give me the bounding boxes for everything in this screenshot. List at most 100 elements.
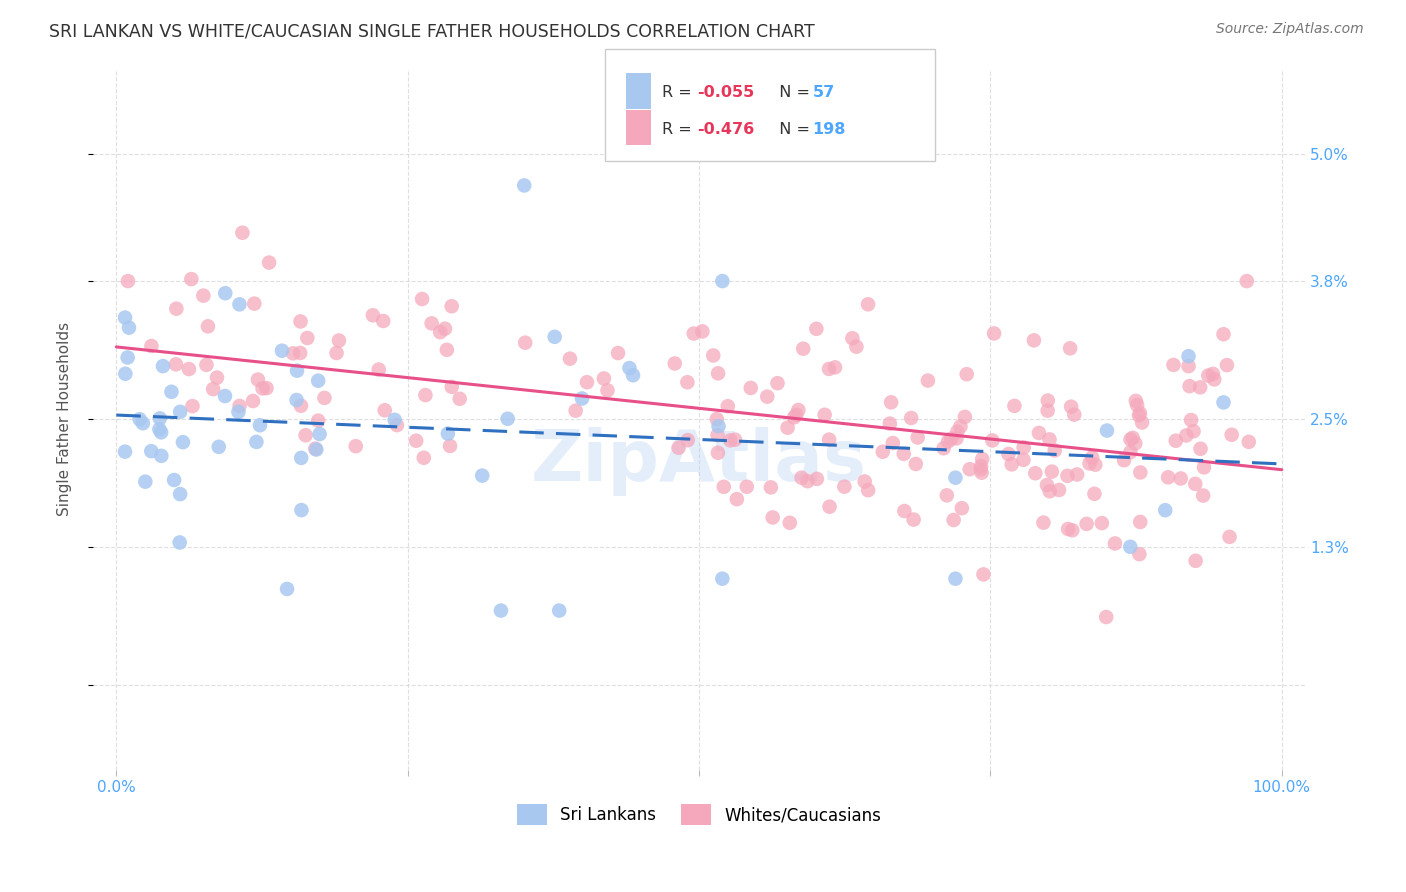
Point xyxy=(818,500,841,514)
Point xyxy=(150,449,173,463)
Point xyxy=(180,272,202,286)
Point xyxy=(197,319,219,334)
Point xyxy=(1212,327,1234,342)
Point xyxy=(177,362,200,376)
Point xyxy=(202,382,225,396)
Point xyxy=(1129,466,1152,480)
Point xyxy=(872,444,894,458)
Point xyxy=(706,412,728,426)
Point xyxy=(593,371,616,385)
Point xyxy=(228,297,250,311)
Point xyxy=(117,274,139,288)
Point xyxy=(471,468,494,483)
Point xyxy=(165,301,187,316)
Point xyxy=(893,447,915,461)
Point xyxy=(692,325,714,339)
Point xyxy=(941,432,963,446)
Point xyxy=(1036,403,1059,417)
Legend: Sri Lankans, Whites/Caucasians: Sri Lankans, Whites/Caucasians xyxy=(517,805,882,825)
Point xyxy=(208,440,231,454)
Text: SRI LANKAN VS WHITE/CAUCASIAN SINGLE FATHER HOUSEHOLDS CORRELATION CHART: SRI LANKAN VS WHITE/CAUCASIAN SINGLE FAT… xyxy=(49,22,815,40)
Point xyxy=(621,368,644,383)
Point xyxy=(1175,428,1198,442)
Point xyxy=(281,346,304,360)
Point xyxy=(756,390,779,404)
Point xyxy=(845,340,868,354)
Point xyxy=(169,487,191,501)
Point xyxy=(288,346,311,360)
Point xyxy=(1024,467,1046,481)
Text: N =: N = xyxy=(769,122,810,136)
Point xyxy=(762,510,785,524)
Point xyxy=(1081,450,1104,465)
Point xyxy=(285,392,308,407)
Point xyxy=(1036,478,1059,492)
Point xyxy=(1040,465,1063,479)
Point xyxy=(818,433,841,447)
Point xyxy=(1197,368,1219,383)
Point xyxy=(945,431,967,445)
Point xyxy=(792,342,814,356)
Point xyxy=(1078,457,1101,471)
Point xyxy=(785,408,807,422)
Point xyxy=(917,374,939,388)
Point xyxy=(1178,379,1201,393)
Point xyxy=(411,292,433,306)
Point xyxy=(1066,467,1088,482)
Point xyxy=(787,403,810,417)
Point xyxy=(307,374,329,388)
Point xyxy=(1182,424,1205,438)
Point xyxy=(132,416,155,430)
Point xyxy=(1216,358,1239,372)
Point xyxy=(932,442,955,456)
Point xyxy=(1125,393,1147,408)
Point xyxy=(880,395,903,409)
Point xyxy=(243,296,266,310)
Point xyxy=(114,444,136,458)
Point xyxy=(515,335,537,350)
Point xyxy=(290,399,312,413)
Point xyxy=(150,425,173,440)
Point xyxy=(373,314,395,328)
Point xyxy=(735,480,758,494)
Point xyxy=(806,322,828,336)
Point xyxy=(1038,433,1060,447)
Text: N =: N = xyxy=(769,86,810,100)
Point xyxy=(949,419,972,434)
Point xyxy=(412,450,434,465)
Point xyxy=(1083,487,1105,501)
Text: 198: 198 xyxy=(813,122,846,136)
Point xyxy=(367,362,389,376)
Point xyxy=(759,480,782,494)
Point xyxy=(297,331,319,345)
Point xyxy=(1236,274,1258,288)
Point xyxy=(433,321,456,335)
Point xyxy=(706,428,728,442)
Point xyxy=(214,389,236,403)
Point xyxy=(1122,431,1144,445)
Point xyxy=(707,446,730,460)
Point xyxy=(449,392,471,406)
Point xyxy=(285,364,308,378)
Point xyxy=(1063,408,1085,422)
Point xyxy=(141,339,163,353)
Point xyxy=(970,459,993,474)
Point xyxy=(325,346,347,360)
Point xyxy=(1192,460,1215,475)
Point xyxy=(707,419,730,434)
Point xyxy=(1177,359,1199,373)
Point xyxy=(1192,489,1215,503)
Point xyxy=(711,274,734,288)
Point xyxy=(945,471,967,485)
Point xyxy=(290,450,312,465)
Point xyxy=(981,434,1004,448)
Point xyxy=(814,408,837,422)
Point xyxy=(740,381,762,395)
Point xyxy=(294,428,316,442)
Point xyxy=(903,512,925,526)
Point xyxy=(1237,434,1260,449)
Point xyxy=(1036,393,1059,408)
Point xyxy=(118,320,141,334)
Point xyxy=(1119,433,1142,447)
Point xyxy=(195,358,218,372)
